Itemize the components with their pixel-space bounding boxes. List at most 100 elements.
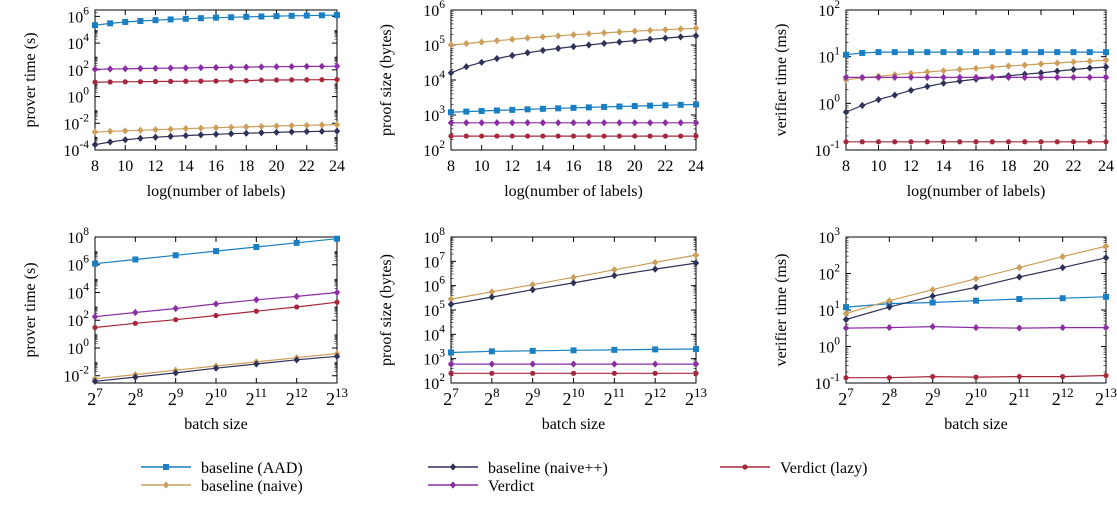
data-point — [611, 346, 618, 353]
data-point — [646, 119, 654, 127]
y-tick-label: 100 — [818, 336, 840, 357]
data-point — [333, 127, 341, 135]
series-verdict — [842, 323, 1110, 332]
data-point — [693, 133, 699, 139]
data-point — [334, 76, 340, 83]
plot-frame — [94, 236, 338, 384]
data-point — [318, 121, 326, 129]
y-tick-label: 104 — [423, 323, 445, 344]
data-point — [92, 22, 98, 29]
data-point — [600, 29, 608, 37]
data-point — [859, 73, 866, 81]
data-point — [253, 360, 260, 368]
data-point — [318, 12, 325, 19]
x-tick-label: 14 — [936, 158, 952, 175]
y-tick-label: 106 — [423, 275, 445, 296]
data-point — [1086, 57, 1093, 65]
data-point — [152, 78, 159, 85]
data-point — [91, 377, 99, 385]
data-point — [989, 73, 996, 81]
data-point — [106, 138, 114, 146]
legend-swatch-marker — [163, 464, 169, 470]
data-point — [843, 139, 849, 145]
data-point — [137, 18, 144, 25]
data-point — [167, 16, 174, 23]
data-point — [273, 63, 280, 71]
data-point — [529, 347, 536, 354]
x-tick-label: 22 — [1066, 158, 1082, 175]
data-point — [973, 49, 979, 56]
data-point — [570, 370, 577, 376]
data-point — [1070, 139, 1077, 145]
data-point — [908, 139, 914, 145]
data-point — [891, 49, 898, 56]
data-point — [447, 295, 455, 303]
plot-frame — [450, 9, 697, 151]
data-point — [168, 78, 174, 85]
data-point — [886, 297, 893, 305]
x-tick-label: 27 — [443, 385, 459, 409]
data-point — [288, 128, 295, 136]
legend-item: Verdict — [428, 478, 535, 495]
data-point — [973, 297, 979, 304]
y-tick-label: 10-1 — [814, 139, 840, 160]
series-baseline-naive — [842, 254, 1110, 324]
y-tick-label: 10-4 — [63, 139, 89, 160]
data-point — [859, 49, 866, 56]
data-point — [1086, 49, 1093, 56]
data-point — [122, 65, 129, 73]
y-axis-label: proof size (bytes) — [378, 254, 395, 366]
data-point — [333, 62, 341, 70]
y-axis-label: proof size (bytes) — [378, 24, 395, 136]
data-point — [1037, 60, 1045, 68]
y-axis-label: verifier time (ms) — [773, 24, 790, 137]
data-point — [243, 63, 250, 71]
data-point — [554, 32, 562, 40]
y-tick-label: 103 — [423, 104, 445, 125]
data-point — [540, 133, 546, 139]
data-point — [304, 77, 310, 83]
data-point — [611, 271, 618, 280]
y-axis-label: verifier time (ms) — [773, 254, 790, 367]
data-point — [122, 136, 129, 144]
legend-swatch-marker — [449, 481, 457, 489]
series-baseline-naive — [447, 32, 700, 77]
data-point — [842, 108, 850, 116]
data-point — [989, 63, 996, 71]
data-point — [662, 119, 669, 127]
data-point — [601, 103, 608, 110]
data-point — [693, 345, 699, 352]
data-point — [152, 17, 159, 24]
data-point — [107, 20, 114, 27]
data-point — [212, 124, 220, 132]
data-point — [843, 304, 849, 311]
data-point — [197, 124, 205, 132]
series-line — [845, 66, 1107, 113]
data-point — [647, 133, 653, 139]
legend: baseline (AAD)baseline (naive) baseline (… — [141, 460, 868, 495]
series-verdict-lazy — [843, 372, 1109, 381]
x-tick-label: 16 — [208, 158, 224, 175]
data-point — [273, 128, 280, 136]
data-point — [212, 300, 220, 308]
data-point — [137, 79, 143, 85]
data-point — [137, 134, 144, 142]
data-point — [972, 73, 980, 81]
x-tick-label: 29 — [525, 385, 540, 409]
x-tick-label: 18 — [238, 158, 254, 175]
data-point — [1070, 49, 1077, 56]
chart-panel-3: 10-1 100 101 102 8 10 12 14 16 18 20 22 24 log(number… — [773, 0, 1114, 200]
legend-item: baseline (naive++) — [428, 460, 608, 477]
x-tick-label: 8 — [91, 158, 99, 175]
data-point — [253, 308, 259, 314]
data-point — [842, 324, 850, 332]
chart-panel-1: 10-4 10-2 100 102 104 106 8 10 12 14 16 18 20 22 24 log… — [22, 5, 345, 200]
data-point — [106, 127, 114, 135]
y-tick-label: 10-2 — [63, 112, 89, 133]
data-point — [1022, 139, 1028, 145]
legend-swatch-marker — [162, 481, 170, 489]
data-point — [924, 68, 931, 76]
y-tick-label: 103 — [423, 348, 445, 369]
data-point — [493, 54, 501, 63]
y-tick-label: 102 — [67, 59, 89, 80]
